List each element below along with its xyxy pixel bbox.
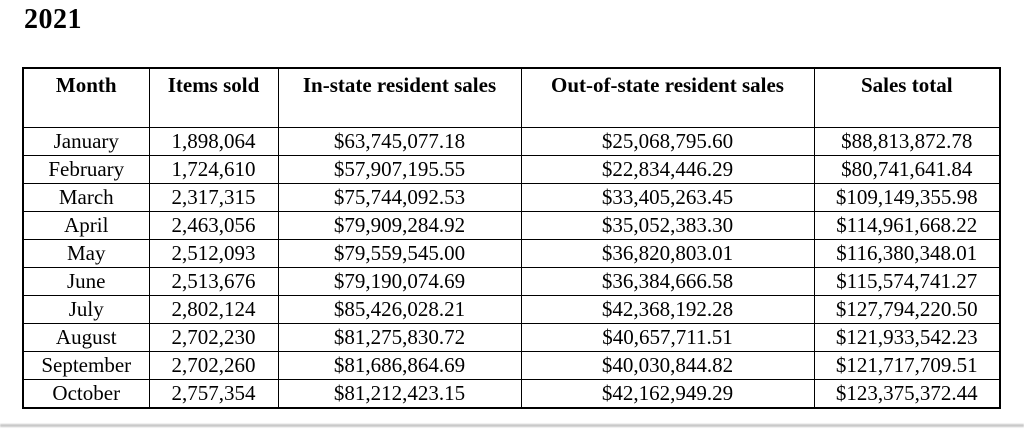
table-cell: 2,702,230 bbox=[148, 323, 279, 352]
table-row: August 2,702,230 $81,275,830.72 $40,657,711… bbox=[22, 323, 1001, 352]
table-cell: $79,559,545.00 bbox=[277, 239, 522, 268]
table-cell: $121,717,709.51 bbox=[813, 351, 1001, 380]
monthly-sales-table: Month Items sold In-state resident sales… bbox=[22, 67, 1001, 409]
table-row: October 2,757,354 $81,212,423.15 $42,162,94… bbox=[22, 379, 1001, 409]
table-body: January 1,898,064 $63,745,077.18 $25,068,79… bbox=[22, 127, 1001, 409]
table-cell: $81,212,423.15 bbox=[277, 379, 522, 409]
table-cell: May bbox=[22, 239, 150, 268]
table-cell: $42,162,949.29 bbox=[520, 379, 815, 409]
table-cell: $109,149,355.98 bbox=[813, 183, 1001, 212]
table-cell: $36,820,803.01 bbox=[520, 239, 815, 268]
table-cell: $42,368,192.28 bbox=[520, 295, 815, 324]
table-cell: 2,512,093 bbox=[148, 239, 279, 268]
table-cell: 2,463,056 bbox=[148, 211, 279, 240]
table-cell: 2,802,124 bbox=[148, 295, 279, 324]
table-row: June 2,513,676 $79,190,074.69 $36,384,666.5… bbox=[22, 267, 1001, 296]
table-cell: $116,380,348.01 bbox=[813, 239, 1001, 268]
table-cell: $25,068,795.60 bbox=[520, 127, 815, 156]
table-cell: $79,190,074.69 bbox=[277, 267, 522, 296]
table-cell: $36,384,666.58 bbox=[520, 267, 815, 296]
table-row: March 2,317,315 $75,744,092.53 $33,405,263.… bbox=[22, 183, 1001, 212]
table-row: February 1,724,610 $57,907,195.55 $22,834,4… bbox=[22, 155, 1001, 184]
table-cell: October bbox=[22, 379, 150, 409]
table-row: September 2,702,260 $81,686,864.69 $40,030,… bbox=[22, 351, 1001, 380]
table-cell: 1,724,610 bbox=[148, 155, 279, 184]
table-cell: 2,317,315 bbox=[148, 183, 279, 212]
table-cell: April bbox=[22, 211, 150, 240]
table-cell: September bbox=[22, 351, 150, 380]
table-cell: $33,405,263.45 bbox=[520, 183, 815, 212]
table-cell: $85,426,028.21 bbox=[277, 295, 522, 324]
table-row: January 1,898,064 $63,745,077.18 $25,068,79… bbox=[22, 127, 1001, 156]
column-header-sales-total: Sales total bbox=[813, 67, 1001, 128]
table-header-row: Month Items sold In-state resident sales… bbox=[22, 67, 1001, 128]
table-cell: March bbox=[22, 183, 150, 212]
table-cell: 2,757,354 bbox=[148, 379, 279, 409]
table-cell: $22,834,446.29 bbox=[520, 155, 815, 184]
table-cell: $88,813,872.78 bbox=[813, 127, 1001, 156]
table-row: April 2,463,056 $79,909,284.92 $35,052,383.… bbox=[22, 211, 1001, 240]
column-header-month: Month bbox=[22, 67, 150, 128]
table-cell: $114,961,668.22 bbox=[813, 211, 1001, 240]
table-cell: 1,898,064 bbox=[148, 127, 279, 156]
table-cell: January bbox=[22, 127, 150, 156]
table-cell: $40,030,844.82 bbox=[520, 351, 815, 380]
table-cell: $123,375,372.44 bbox=[813, 379, 1001, 409]
table-cell: July bbox=[22, 295, 150, 324]
table-row: July 2,802,124 $85,426,028.21 $42,368,192.2… bbox=[22, 295, 1001, 324]
table-cell: June bbox=[22, 267, 150, 296]
table-cell: $57,907,195.55 bbox=[277, 155, 522, 184]
table-cell: $80,741,641.84 bbox=[813, 155, 1001, 184]
page-divider bbox=[0, 424, 1024, 427]
table-cell: $40,657,711.51 bbox=[520, 323, 815, 352]
table-cell: 2,702,260 bbox=[148, 351, 279, 380]
column-header-items-sold: Items sold bbox=[148, 67, 279, 128]
column-header-in-state-sales: In-state resident sales bbox=[277, 67, 522, 128]
table-cell: February bbox=[22, 155, 150, 184]
table-header: Month Items sold In-state resident sales… bbox=[22, 67, 1001, 128]
table-cell: $127,794,220.50 bbox=[813, 295, 1001, 324]
table-cell: $63,745,077.18 bbox=[277, 127, 522, 156]
table-cell: $121,933,542.23 bbox=[813, 323, 1001, 352]
table-cell: $35,052,383.30 bbox=[520, 211, 815, 240]
table-cell: 2,513,676 bbox=[148, 267, 279, 296]
table-cell: $81,686,864.69 bbox=[277, 351, 522, 380]
column-header-out-of-state-sales: Out-of-state resident sales bbox=[520, 67, 815, 128]
table-row: May 2,512,093 $79,559,545.00 $36,820,803.01… bbox=[22, 239, 1001, 268]
table-cell: $115,574,741.27 bbox=[813, 267, 1001, 296]
table-cell: $81,275,830.72 bbox=[277, 323, 522, 352]
page-title: 2021 bbox=[24, 4, 82, 35]
table-cell: $75,744,092.53 bbox=[277, 183, 522, 212]
table-cell: August bbox=[22, 323, 150, 352]
table-cell: $79,909,284.92 bbox=[277, 211, 522, 240]
